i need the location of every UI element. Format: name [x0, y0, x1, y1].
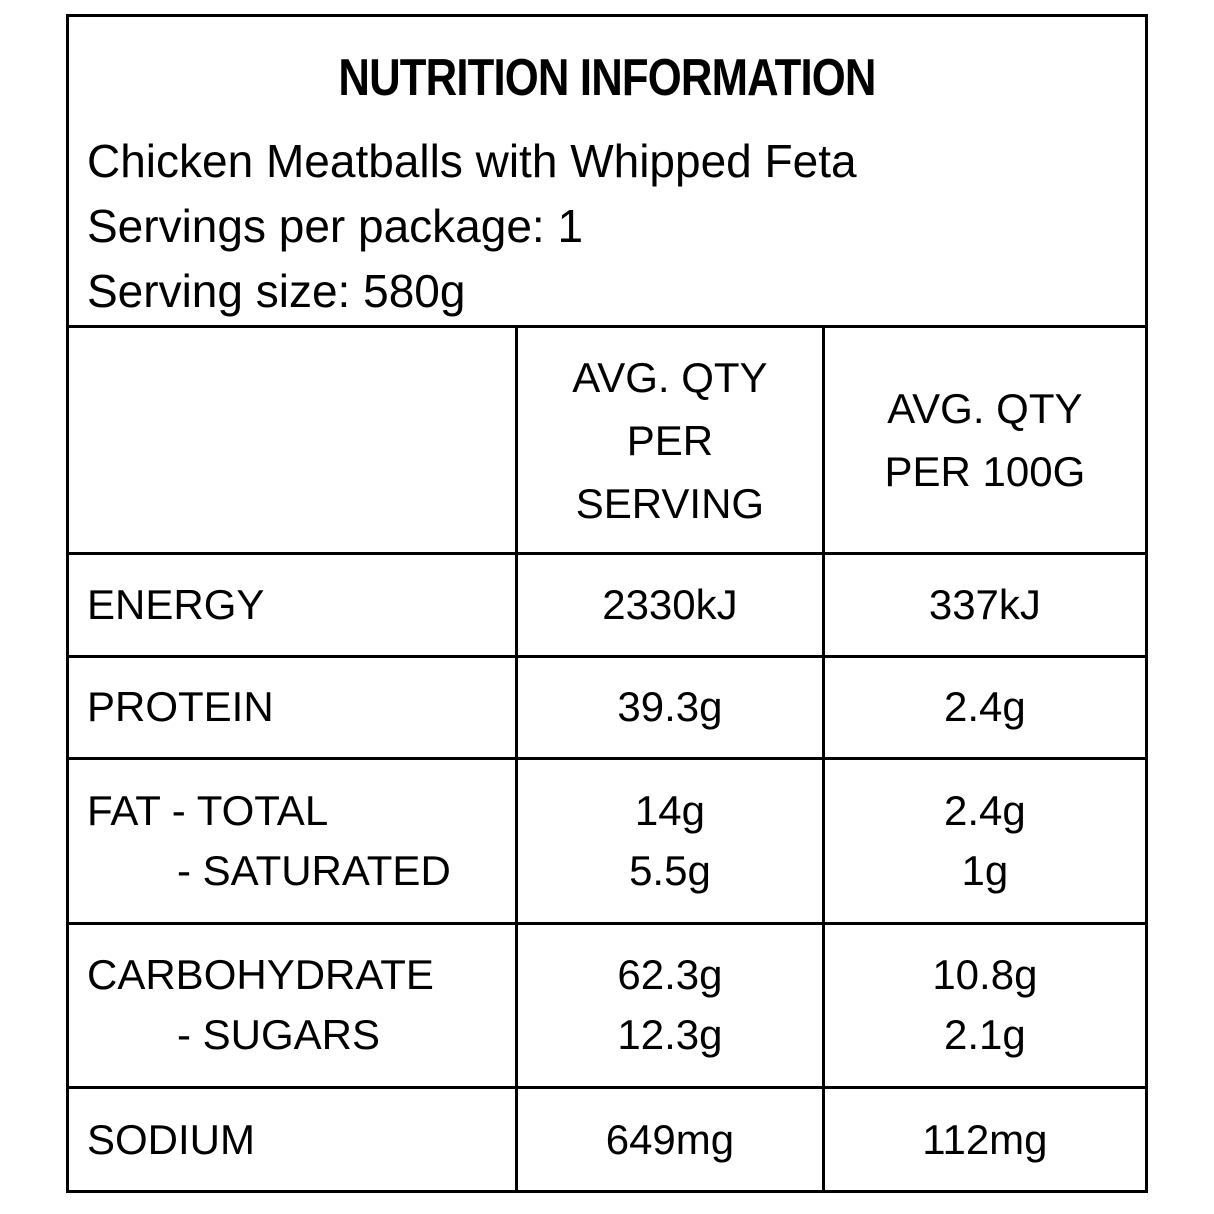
nutrition-table: AVG. QTY PER SERVING AVG. QTY PER 100G E…: [67, 326, 1147, 1192]
nutrient-line-total: FAT - TOTAL: [87, 786, 329, 834]
value-per-100g: 2.4g: [821, 654, 1147, 760]
nutrient-name: FAT - TOTAL - SATURATED: [67, 756, 519, 925]
nutrient-line-carbohydrate: CARBOHYDRATE: [87, 951, 434, 999]
column-header-line: SERVING: [575, 479, 765, 527]
value-line: 12.3g: [617, 1011, 723, 1059]
nutrient-line-saturated: - SATURATED: [177, 846, 451, 894]
column-header-line: AVG. QTY: [887, 385, 1083, 433]
value-per-100g: 337kJ: [821, 552, 1147, 658]
serving-size: Serving size: 580g: [87, 265, 466, 317]
column-header-line: AVG. QTY: [572, 353, 768, 401]
value-per-serving: 649mg: [515, 1086, 825, 1192]
column-header-per-100g: AVG. QTY PER 100G: [821, 326, 1147, 556]
value-line: 62.3g: [617, 951, 723, 999]
table-header-row: AVG. QTY PER SERVING AVG. QTY PER 100G: [67, 326, 1147, 556]
value-per-serving: 62.3g 12.3g: [515, 921, 825, 1090]
nutrient-name: CARBOHYDRATE - SUGARS: [67, 921, 519, 1090]
value-line: 2.1g: [944, 1011, 1026, 1059]
label-header: NUTRITION INFORMATION Chicken Meatballs …: [69, 17, 1145, 328]
nutrient-name: PROTEIN: [67, 654, 519, 760]
nutrition-label: NUTRITION INFORMATION Chicken Meatballs …: [66, 14, 1148, 1193]
table-row-protein: PROTEIN 39.3g 2.4g: [67, 654, 1147, 760]
value-per-serving: 2330kJ: [515, 552, 825, 658]
nutrition-title: NUTRITION INFORMATION: [338, 49, 876, 107]
nutrient-line-sugars: - SUGARS: [177, 1011, 381, 1059]
value-per-serving: 14g 5.5g: [515, 756, 825, 925]
servings-per-package: Servings per package: 1: [87, 200, 584, 252]
column-header-per-serving: AVG. QTY PER SERVING: [515, 326, 825, 556]
value-line: 14g: [634, 786, 705, 834]
nutrient-name: SODIUM: [67, 1086, 519, 1192]
value-line: 10.8g: [932, 951, 1038, 999]
value-per-100g: 10.8g 2.1g: [821, 921, 1147, 1090]
column-header-line: PER: [626, 416, 714, 464]
column-header-line: PER 100G: [884, 448, 1086, 496]
value-line: 5.5g: [629, 846, 711, 894]
value-per-serving: 39.3g: [515, 654, 825, 760]
value-per-100g: 112mg: [821, 1086, 1147, 1192]
nutrient-name: ENERGY: [67, 552, 519, 658]
product-name: Chicken Meatballs with Whipped Feta: [87, 135, 857, 187]
value-line: 1g: [961, 846, 1009, 894]
table-row-fat: FAT - TOTAL - SATURATED 14g 5.5g 2.4g 1g: [67, 756, 1147, 925]
empty-header-cell: [67, 326, 519, 556]
table-row-energy: ENERGY 2330kJ 337kJ: [67, 552, 1147, 658]
table-row-carbohydrate: CARBOHYDRATE - SUGARS 62.3g 12.3g 10.8g …: [67, 921, 1147, 1090]
table-row-sodium: SODIUM 649mg 112mg: [67, 1086, 1147, 1192]
value-per-100g: 2.4g 1g: [821, 756, 1147, 925]
value-line: 2.4g: [944, 786, 1026, 834]
